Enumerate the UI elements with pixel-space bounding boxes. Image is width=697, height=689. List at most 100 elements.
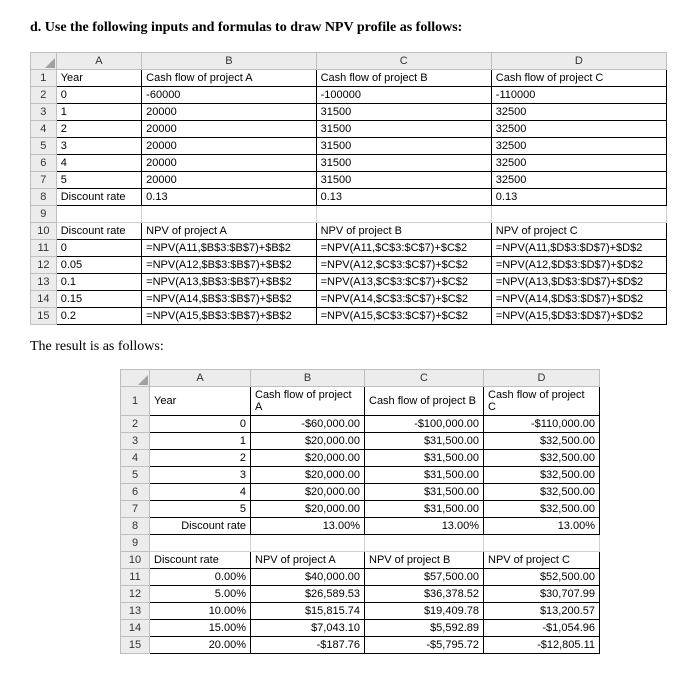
- cell[interactable]: NPV of project A: [142, 223, 316, 240]
- cell[interactable]: =NPV(A12,$D$3:$D$7)+$D$2: [491, 257, 666, 274]
- cell[interactable]: [365, 535, 484, 552]
- cell[interactable]: Discount rate: [56, 189, 141, 206]
- cell[interactable]: 0.15: [56, 291, 141, 308]
- cell[interactable]: -100000: [316, 87, 491, 104]
- row-header[interactable]: 4: [121, 450, 150, 467]
- cell[interactable]: =NPV(A14,$B$3:$B$7)+$B$2: [142, 291, 316, 308]
- cell[interactable]: =NPV(A15,$D$3:$D$7)+$D$2: [491, 308, 666, 325]
- cell[interactable]: [491, 206, 666, 223]
- cell[interactable]: 0.00%: [150, 569, 251, 586]
- cell[interactable]: 0.13: [142, 189, 316, 206]
- row-header[interactable]: 15: [31, 308, 57, 325]
- cell[interactable]: 32500: [491, 104, 666, 121]
- cell[interactable]: $36,378.52: [365, 586, 484, 603]
- cell[interactable]: 1: [150, 433, 251, 450]
- row-header[interactable]: 15: [121, 637, 150, 654]
- cell[interactable]: 2: [150, 450, 251, 467]
- row-header[interactable]: 12: [121, 586, 150, 603]
- cell[interactable]: $20,000.00: [251, 450, 365, 467]
- cell[interactable]: -$110,000.00: [484, 416, 600, 433]
- cell[interactable]: Cash flow of project C: [484, 387, 600, 416]
- cell[interactable]: $13,200.57: [484, 603, 600, 620]
- cell[interactable]: 15.00%: [150, 620, 251, 637]
- cell[interactable]: Cash flow of project C: [491, 70, 666, 87]
- cell[interactable]: $31,500.00: [365, 433, 484, 450]
- cell[interactable]: =NPV(A13,$D$3:$D$7)+$D$2: [491, 274, 666, 291]
- cell[interactable]: $31,500.00: [365, 467, 484, 484]
- row-header[interactable]: 11: [31, 240, 57, 257]
- row-header[interactable]: 11: [121, 569, 150, 586]
- cell[interactable]: $20,000.00: [251, 501, 365, 518]
- cell[interactable]: $15,815.74: [251, 603, 365, 620]
- cell[interactable]: =NPV(A13,$C$3:$C$7)+$C$2: [316, 274, 491, 291]
- cell[interactable]: 32500: [491, 138, 666, 155]
- cell[interactable]: =NPV(A12,$C$3:$C$7)+$C$2: [316, 257, 491, 274]
- cell[interactable]: 10.00%: [150, 603, 251, 620]
- row-header[interactable]: 6: [121, 484, 150, 501]
- cell[interactable]: NPV of project B: [316, 223, 491, 240]
- cell[interactable]: =NPV(A11,$C$3:$C$7)+$C$2: [316, 240, 491, 257]
- cell[interactable]: [484, 535, 600, 552]
- cell[interactable]: NPV of project C: [491, 223, 666, 240]
- cell[interactable]: =NPV(A11,$B$3:$B$7)+$B$2: [142, 240, 316, 257]
- cell[interactable]: $20,000.00: [251, 433, 365, 450]
- cell[interactable]: -$60,000.00: [251, 416, 365, 433]
- row-header[interactable]: 5: [121, 467, 150, 484]
- cell[interactable]: $31,500.00: [365, 484, 484, 501]
- cell[interactable]: 0.05: [56, 257, 141, 274]
- cell[interactable]: Discount rate: [56, 223, 141, 240]
- cell[interactable]: 20.00%: [150, 637, 251, 654]
- row-header[interactable]: 2: [121, 416, 150, 433]
- cell[interactable]: 5: [56, 172, 141, 189]
- cell[interactable]: Cash flow of project B: [365, 387, 484, 416]
- cell[interactable]: [316, 206, 491, 223]
- row-header[interactable]: 7: [31, 172, 57, 189]
- cell[interactable]: 4: [150, 484, 251, 501]
- col-C[interactable]: C: [365, 370, 484, 387]
- cell[interactable]: -$5,795.72: [365, 637, 484, 654]
- row-header[interactable]: 2: [31, 87, 57, 104]
- cell[interactable]: $20,000.00: [251, 467, 365, 484]
- cell[interactable]: 13.00%: [365, 518, 484, 535]
- cell[interactable]: =NPV(A14,$D$3:$D$7)+$D$2: [491, 291, 666, 308]
- col-D[interactable]: D: [491, 53, 666, 70]
- cell[interactable]: $32,500.00: [484, 433, 600, 450]
- cell[interactable]: 3: [56, 138, 141, 155]
- cell[interactable]: -$187.76: [251, 637, 365, 654]
- cell[interactable]: 0.1: [56, 274, 141, 291]
- row-header[interactable]: 3: [121, 433, 150, 450]
- cell[interactable]: -$100,000.00: [365, 416, 484, 433]
- row-header[interactable]: 6: [31, 155, 57, 172]
- cell[interactable]: $19,409.78: [365, 603, 484, 620]
- cell[interactable]: -$12,805.11: [484, 637, 600, 654]
- cell[interactable]: 20000: [142, 155, 316, 172]
- cell[interactable]: Discount rate: [150, 552, 251, 569]
- cell[interactable]: Discount rate: [150, 518, 251, 535]
- cell[interactable]: =NPV(A11,$D$3:$D$7)+$D$2: [491, 240, 666, 257]
- cell[interactable]: =NPV(A15,$C$3:$C$7)+$C$2: [316, 308, 491, 325]
- row-header[interactable]: 1: [121, 387, 150, 416]
- cell[interactable]: $32,500.00: [484, 484, 600, 501]
- cell[interactable]: $52,500.00: [484, 569, 600, 586]
- select-all-corner[interactable]: [121, 370, 150, 387]
- cell[interactable]: 0.2: [56, 308, 141, 325]
- cell[interactable]: 4: [56, 155, 141, 172]
- row-header[interactable]: 9: [31, 206, 57, 223]
- col-C[interactable]: C: [316, 53, 491, 70]
- cell[interactable]: NPV of project B: [365, 552, 484, 569]
- cell[interactable]: NPV of project C: [484, 552, 600, 569]
- cell[interactable]: 0: [56, 240, 141, 257]
- row-header[interactable]: 13: [31, 274, 57, 291]
- cell[interactable]: $32,500.00: [484, 467, 600, 484]
- cell[interactable]: [251, 535, 365, 552]
- row-header[interactable]: 13: [121, 603, 150, 620]
- cell[interactable]: [150, 535, 251, 552]
- col-B[interactable]: B: [142, 53, 316, 70]
- cell[interactable]: $26,589.53: [251, 586, 365, 603]
- row-header[interactable]: 12: [31, 257, 57, 274]
- row-header[interactable]: 10: [31, 223, 57, 240]
- cell[interactable]: $31,500.00: [365, 501, 484, 518]
- cell[interactable]: 31500: [316, 172, 491, 189]
- cell[interactable]: =NPV(A12,$B$3:$B$7)+$B$2: [142, 257, 316, 274]
- cell[interactable]: 31500: [316, 138, 491, 155]
